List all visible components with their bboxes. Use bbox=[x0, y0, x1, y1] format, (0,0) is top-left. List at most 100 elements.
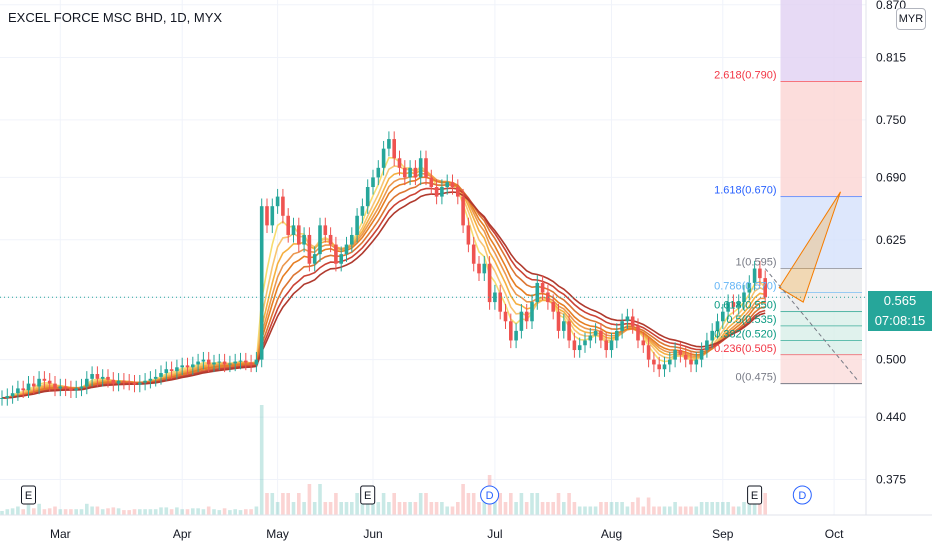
volume-bar bbox=[392, 493, 396, 515]
candle-body bbox=[16, 388, 20, 394]
candle-body bbox=[180, 365, 184, 368]
volume-bar bbox=[265, 493, 269, 515]
volume-bar bbox=[371, 502, 375, 515]
candle-body bbox=[206, 359, 211, 365]
candle-body bbox=[254, 359, 259, 365]
ema-line-21 bbox=[1, 191, 766, 399]
volume-bar bbox=[758, 502, 762, 515]
volume-bar bbox=[0, 511, 4, 515]
time-label-5: Aug bbox=[601, 527, 622, 541]
volume-bar bbox=[286, 493, 290, 515]
volume-bar bbox=[673, 502, 677, 515]
candle-body bbox=[132, 382, 137, 385]
volume-bar bbox=[604, 502, 608, 515]
price-tick-8: 0.870 bbox=[876, 0, 906, 12]
candle-body bbox=[699, 350, 704, 360]
volume-bar bbox=[705, 502, 709, 515]
candle-body bbox=[609, 340, 614, 351]
fib-band-8 bbox=[780, 354, 862, 384]
candle-body bbox=[630, 316, 635, 327]
volume-bar bbox=[424, 493, 428, 515]
volume-bar bbox=[615, 502, 619, 515]
candle-body bbox=[69, 388, 73, 391]
volume-bar bbox=[556, 493, 561, 515]
candle-body bbox=[371, 177, 375, 188]
currency-badge[interactable]: MYR bbox=[896, 8, 926, 30]
candle-body bbox=[646, 345, 651, 360]
candle-body bbox=[652, 359, 656, 365]
ema-line-18 bbox=[1, 187, 766, 399]
volume-bar bbox=[387, 502, 391, 515]
volume-bar bbox=[418, 493, 423, 515]
volume-bar bbox=[466, 493, 471, 515]
volume-bar bbox=[111, 507, 116, 515]
volume-bar bbox=[116, 508, 121, 515]
volume-bar bbox=[249, 509, 253, 515]
candle-body bbox=[471, 244, 476, 264]
fib-label-8: 0(0.475) bbox=[736, 372, 777, 384]
volume-bar bbox=[567, 493, 571, 515]
volume-bar bbox=[323, 502, 328, 515]
volume-bar bbox=[721, 502, 725, 515]
candle-body bbox=[106, 376, 110, 380]
candle-body bbox=[116, 380, 121, 384]
volume-bar bbox=[42, 509, 47, 515]
price-tick-5: 0.690 bbox=[876, 170, 906, 184]
candle-body bbox=[752, 268, 757, 283]
candle-body bbox=[689, 359, 693, 365]
candle-body bbox=[376, 167, 381, 178]
price-tick-7: 0.815 bbox=[876, 51, 906, 65]
candle-body bbox=[275, 196, 280, 207]
fib-labels: 2.618(0.790) 1.618(0.670) 1(0.595) 0.786(0.… bbox=[714, 70, 776, 384]
candle-body bbox=[540, 282, 545, 293]
dividend-marker-4 bbox=[792, 485, 812, 505]
volume-bar bbox=[143, 509, 147, 515]
dividend-marker-label-4: D bbox=[798, 490, 806, 502]
fib-label-1: 1.618(0.670) bbox=[714, 185, 776, 197]
candle-body bbox=[37, 378, 41, 387]
candle-body bbox=[450, 182, 455, 188]
time-label-6: Sep bbox=[712, 527, 734, 541]
volume-bar bbox=[609, 502, 614, 515]
candle-body bbox=[493, 292, 497, 303]
fib-label-4: 0.618(0.550) bbox=[714, 300, 776, 312]
volume-bar bbox=[593, 506, 598, 515]
volume-bar bbox=[689, 506, 693, 515]
volume-bar bbox=[180, 509, 184, 515]
candle-body bbox=[318, 225, 322, 255]
candle-body bbox=[74, 388, 78, 391]
volume-bar bbox=[445, 506, 449, 515]
candle-body bbox=[32, 383, 36, 387]
candle-body bbox=[148, 378, 153, 381]
volume-bar bbox=[153, 509, 158, 515]
candle-body bbox=[477, 263, 481, 274]
candle-body bbox=[514, 330, 518, 341]
volume-bar bbox=[397, 502, 402, 515]
candle-body bbox=[588, 335, 593, 341]
candle-body bbox=[259, 206, 264, 360]
volume-bar bbox=[535, 493, 540, 515]
candle-body bbox=[10, 393, 15, 397]
candle-body bbox=[397, 158, 402, 168]
time-label-7: Oct bbox=[825, 527, 844, 541]
candle-body bbox=[21, 388, 25, 391]
fib-band-7 bbox=[780, 340, 862, 355]
volume-bar bbox=[599, 502, 603, 515]
ema-line-10 bbox=[1, 172, 766, 399]
volume-bar bbox=[312, 502, 317, 515]
current-price-badge: 0.565 07:08:15 bbox=[868, 291, 932, 331]
candle-body bbox=[53, 383, 57, 389]
volume-bar bbox=[185, 509, 190, 515]
candle-body bbox=[100, 376, 105, 379]
projection-triangle bbox=[778, 191, 841, 303]
fib-band-3 bbox=[780, 268, 862, 293]
ema-line-15 bbox=[1, 181, 766, 399]
candle-body bbox=[238, 360, 243, 362]
volume-bar bbox=[63, 509, 68, 515]
candle-body bbox=[726, 302, 730, 312]
volume-bar bbox=[275, 502, 280, 515]
volume-bar bbox=[281, 493, 285, 515]
candle-body bbox=[233, 361, 237, 364]
candle-body bbox=[111, 379, 116, 384]
